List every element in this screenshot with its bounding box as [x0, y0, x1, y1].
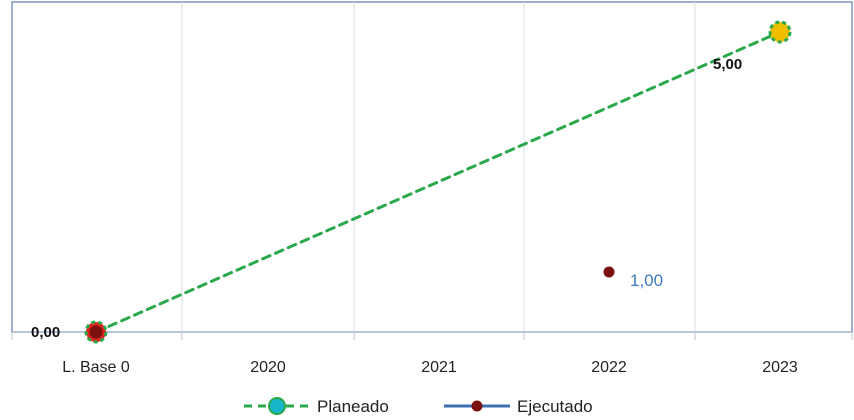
x-tick-label-2: 2021 — [421, 359, 457, 376]
legend-label-planeado: Planeado — [317, 397, 389, 416]
x-tick-label-0: L. Base 0 — [62, 359, 130, 376]
x-tick-label-3: 2022 — [591, 359, 627, 376]
data-label-planeado-0: 0,00 — [31, 324, 60, 341]
grid-lines — [11, 2, 853, 340]
legend: Planeado Ejecutado — [244, 397, 593, 416]
legend-marker-ejecutado — [471, 400, 483, 412]
data-label-planeado-1: 5,00 — [713, 56, 742, 73]
ejecutado-point-1 — [603, 266, 615, 278]
x-tick-label-1: 2020 — [250, 359, 286, 376]
series-line-planeado — [94, 30, 782, 334]
data-label-ejecutado-1: 1,00 — [630, 271, 663, 290]
legend-marker-planeado — [268, 397, 286, 415]
x-tick-label-4: 2023 — [762, 359, 798, 376]
labels-layer: L. Base 0 2020 2021 2022 2023 0,00 5,00 1,00 — [31, 56, 798, 376]
plot-area — [11, 1, 853, 333]
chart-frame — [11, 1, 853, 333]
planeado-point-1 — [768, 20, 792, 44]
ejecutado-point-0 — [89, 325, 103, 339]
legend-label-ejecutado: Ejecutado — [517, 397, 593, 416]
series-layer — [84, 20, 792, 344]
